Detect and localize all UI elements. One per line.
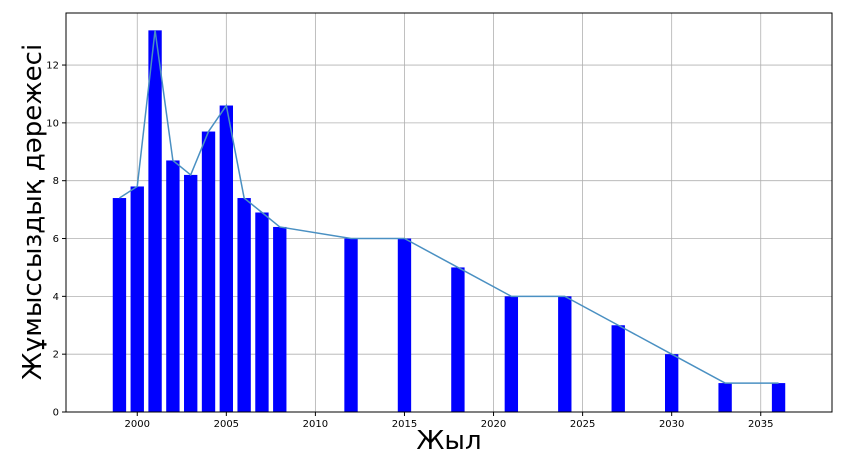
- trend-line: [119, 30, 779, 384]
- bar: [130, 186, 144, 412]
- y-tick-label: 6: [53, 234, 59, 245]
- bar: [148, 30, 162, 412]
- bars: [112, 30, 786, 413]
- bar: [166, 160, 180, 412]
- x-tick-label: 2015: [392, 419, 417, 430]
- bar: [558, 296, 572, 412]
- bar: [112, 198, 127, 412]
- y-tick-label: 12: [46, 61, 59, 72]
- bar: [718, 383, 732, 412]
- x-tick-label: 2010: [303, 419, 328, 430]
- y-tick-label: 2: [53, 350, 59, 361]
- bar: [344, 238, 358, 412]
- bar: [201, 131, 216, 413]
- bar: [664, 354, 679, 412]
- y-axis-title: Жұмыссыздық дәрежесі: [18, 44, 48, 380]
- bar: [255, 212, 269, 412]
- grid: [66, 13, 832, 413]
- bar: [219, 105, 234, 413]
- bar: [273, 226, 287, 412]
- bar: [504, 296, 519, 412]
- x-axis-title: Жыл: [416, 426, 481, 455]
- y-tick-label: 8: [53, 176, 59, 187]
- x-tick-label: 2035: [748, 419, 773, 430]
- x-tick-label: 2030: [659, 419, 684, 430]
- series-line: [119, 30, 779, 384]
- x-tick-label: 2025: [570, 419, 595, 430]
- y-tick-label: 10: [46, 118, 59, 129]
- x-tick-label: 2005: [214, 419, 239, 430]
- x-tick-label: 2020: [481, 419, 506, 430]
- y-axis-ticks: 0 2 4 6 8 10 12: [46, 61, 66, 419]
- bar: [611, 325, 625, 412]
- y-tick-label: 4: [53, 292, 59, 303]
- bar: [451, 267, 465, 412]
- bar: [237, 198, 251, 412]
- bar: [184, 174, 198, 412]
- x-tick-label: 2000: [125, 419, 150, 430]
- bar: [397, 238, 412, 412]
- plot-frame: [65, 12, 833, 413]
- y-tick-label: 0: [53, 408, 59, 419]
- x-axis-ticks: 2000 2005 2010 2015 2020 2025 2030 2035: [125, 412, 773, 430]
- bar: [771, 383, 786, 412]
